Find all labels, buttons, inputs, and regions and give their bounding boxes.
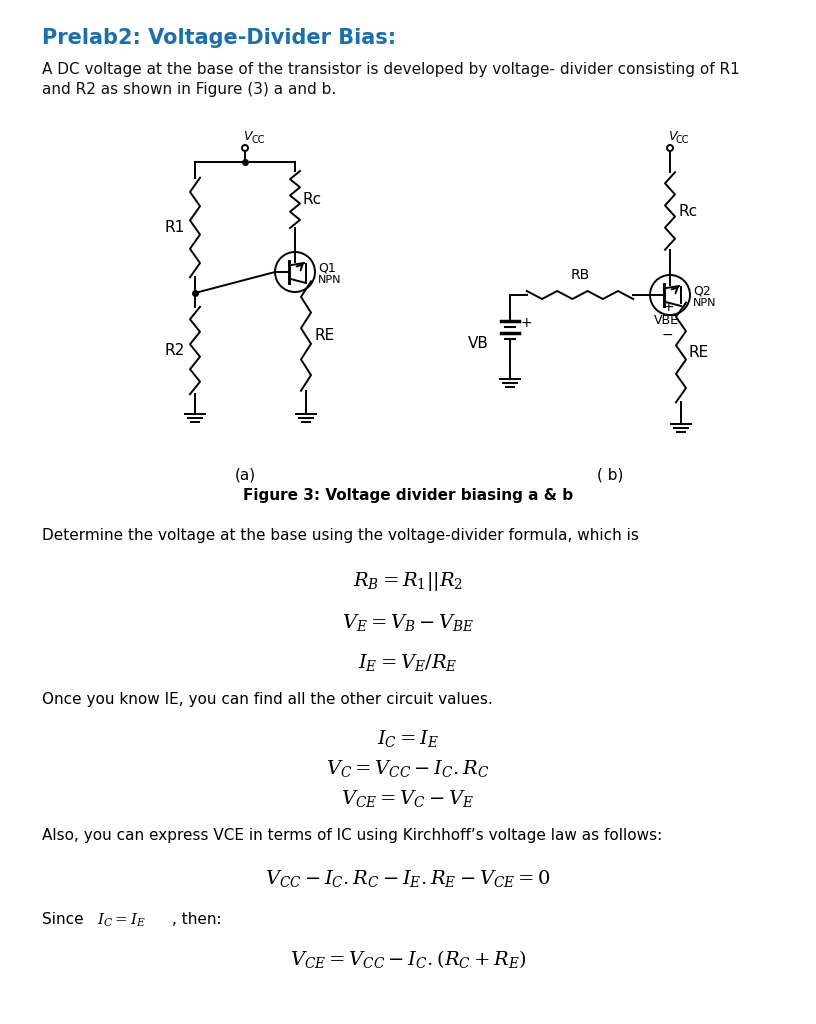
Text: RE: RE (314, 329, 335, 343)
Text: V: V (243, 130, 251, 143)
Text: $I_C = I_E$: $I_C = I_E$ (97, 912, 146, 930)
Text: VBE: VBE (654, 313, 679, 327)
Text: Q2: Q2 (693, 285, 711, 298)
Text: Rc: Rc (678, 204, 697, 218)
Text: $V_{CC} - I_C . R_C - I_E . R_E - V_{CE} = 0$: $V_{CC} - I_C . R_C - I_E . R_E - V_{CE}… (265, 868, 551, 889)
Text: NPN: NPN (318, 275, 342, 285)
Text: R1: R1 (165, 220, 185, 234)
Text: Also, you can express VCE in terms of IC using Kirchhoff’s voltage law as follow: Also, you can express VCE in terms of IC… (42, 828, 663, 843)
Text: −: − (662, 328, 674, 342)
Text: VB: VB (468, 336, 489, 350)
Text: ( b): ( b) (596, 468, 623, 483)
Text: Figure 3: Voltage divider biasing a & b: Figure 3: Voltage divider biasing a & b (243, 488, 573, 503)
Text: RE: RE (689, 345, 709, 360)
Text: and R2 as shown in Figure (3) a and b.: and R2 as shown in Figure (3) a and b. (42, 82, 336, 97)
Text: (a): (a) (234, 468, 255, 483)
Text: $V_{CE} = V_C - V_E$: $V_{CE} = V_C - V_E$ (341, 788, 475, 809)
Text: $I_C = I_E$: $I_C = I_E$ (377, 728, 439, 749)
Text: $R_B = R_1||R_2$: $R_B = R_1||R_2$ (353, 570, 463, 593)
Text: CC: CC (676, 135, 690, 145)
Text: R2: R2 (165, 343, 185, 358)
Text: $V_C = V_{CC} - I_C . R_C$: $V_C = V_{CC} - I_C . R_C$ (326, 758, 490, 779)
Text: Determine the voltage at the base using the voltage-divider formula, which is: Determine the voltage at the base using … (42, 528, 639, 543)
Text: NPN: NPN (693, 298, 716, 308)
Text: RB: RB (570, 268, 590, 282)
Text: A DC voltage at the base of the transistor is developed by voltage- divider cons: A DC voltage at the base of the transist… (42, 62, 740, 77)
Text: Since: Since (42, 912, 98, 927)
Text: $I_E = V_E/R_E$: $I_E = V_E/R_E$ (358, 652, 458, 673)
Text: $V_E = V_B - V_{BE}$: $V_E = V_B - V_{BE}$ (342, 612, 474, 633)
Text: CC: CC (251, 135, 264, 145)
Text: , then:: , then: (172, 912, 222, 927)
Text: V: V (668, 130, 676, 143)
Text: Prelab2: Voltage-Divider Bias:: Prelab2: Voltage-Divider Bias: (42, 28, 396, 48)
Text: Q1: Q1 (318, 261, 335, 274)
Text: +: + (662, 300, 674, 314)
Text: $V_{CE} = V_{CC} - I_C . (R_C + R_E)$: $V_{CE} = V_{CC} - I_C . (R_C + R_E)$ (290, 948, 526, 970)
Text: Rc: Rc (303, 193, 322, 207)
Text: Once you know IE, you can find all the other circuit values.: Once you know IE, you can find all the o… (42, 692, 493, 707)
Text: +: + (521, 316, 533, 330)
